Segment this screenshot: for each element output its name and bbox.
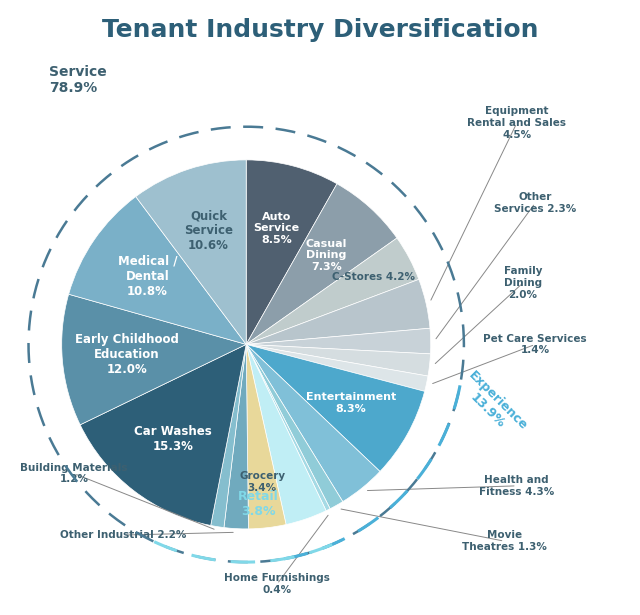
Wedge shape (246, 344, 343, 509)
Text: Other
Services 2.3%: Other Services 2.3% (494, 192, 577, 214)
Wedge shape (80, 344, 246, 525)
Wedge shape (246, 238, 419, 344)
Text: Service
78.9%: Service 78.9% (49, 65, 107, 95)
Text: Pet Care Services
1.4%: Pet Care Services 1.4% (483, 333, 587, 355)
Text: Entertainment
8.3%: Entertainment 8.3% (306, 392, 396, 413)
Text: Retail
3.8%: Retail 3.8% (238, 490, 279, 518)
Wedge shape (246, 344, 380, 502)
Wedge shape (246, 328, 431, 354)
Text: Family
Dining
2.0%: Family Dining 2.0% (504, 266, 542, 300)
Wedge shape (68, 197, 246, 344)
Text: Auto
Service
8.5%: Auto Service 8.5% (253, 212, 300, 245)
Wedge shape (224, 344, 248, 529)
Text: Tenant Industry Diversification: Tenant Industry Diversification (102, 18, 538, 42)
Text: Other Industrial 2.2%: Other Industrial 2.2% (60, 530, 186, 540)
Text: Experience
13.9%: Experience 13.9% (455, 368, 530, 443)
Text: Car Washes
15.3%: Car Washes 15.3% (134, 426, 212, 453)
Text: C-Stores 4.2%: C-Stores 4.2% (332, 272, 415, 282)
Wedge shape (211, 344, 246, 528)
Wedge shape (246, 184, 397, 344)
Wedge shape (246, 344, 424, 472)
Text: Equipment
Rental and Sales
4.5%: Equipment Rental and Sales 4.5% (467, 106, 566, 140)
Wedge shape (246, 344, 431, 376)
Text: Health and
Fitness 4.3%: Health and Fitness 4.3% (479, 475, 554, 497)
Text: Movie
Theatres 1.3%: Movie Theatres 1.3% (462, 530, 547, 552)
Text: Casual
Dining
7.3%: Casual Dining 7.3% (306, 239, 348, 272)
Text: Quick
Service
10.6%: Quick Service 10.6% (184, 209, 233, 252)
Text: Grocery
3.4%: Grocery 3.4% (239, 471, 285, 493)
Text: Medical /
Dental
10.8%: Medical / Dental 10.8% (118, 255, 177, 298)
Wedge shape (61, 294, 246, 425)
Wedge shape (246, 344, 428, 391)
Wedge shape (246, 279, 430, 344)
Wedge shape (246, 344, 286, 529)
Wedge shape (246, 160, 337, 344)
Wedge shape (136, 160, 246, 344)
Text: Building Materials
1.2%: Building Materials 1.2% (20, 462, 128, 485)
Text: Home Furnishings
0.4%: Home Furnishings 0.4% (224, 573, 330, 595)
Wedge shape (246, 344, 326, 525)
Wedge shape (246, 344, 330, 510)
Text: Early Childhood
Education
12.0%: Early Childhood Education 12.0% (75, 333, 179, 376)
